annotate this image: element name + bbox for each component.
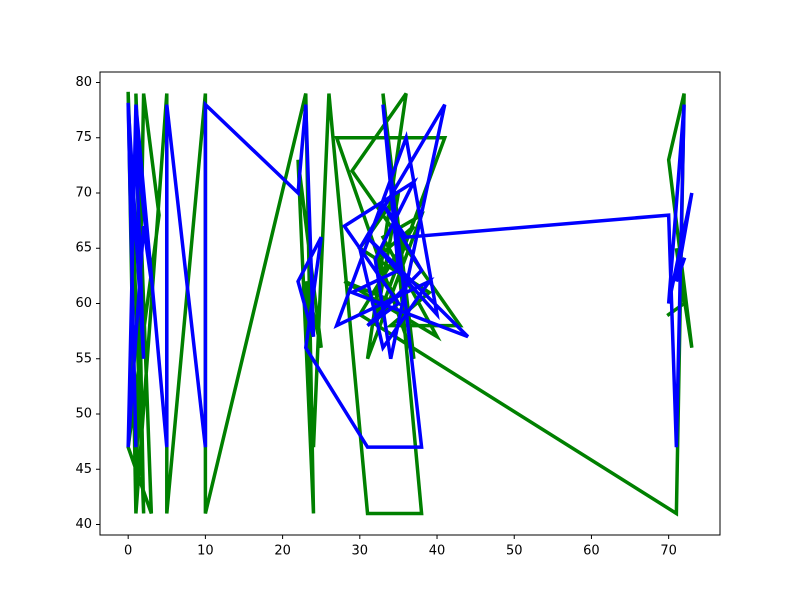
x-tick-label: 0	[124, 544, 132, 559]
y-tick-label: 55	[75, 351, 92, 366]
x-tick-label: 40	[429, 544, 446, 559]
x-tick-label: 60	[583, 544, 600, 559]
x-tick-label: 10	[197, 544, 214, 559]
x-tick-label: 30	[352, 544, 369, 559]
series-line	[126, 100, 694, 449]
y-tick-label: 80	[75, 75, 92, 90]
plot-area	[126, 91, 694, 517]
y-tick-label: 45	[75, 462, 92, 477]
y-tick-label: 65	[75, 241, 92, 256]
x-tick-label: 20	[274, 544, 291, 559]
y-tick-label: 40	[75, 517, 92, 532]
x-tick-label: 70	[660, 544, 677, 559]
y-tick-label: 70	[75, 185, 92, 200]
y-tick-label: 75	[75, 130, 92, 145]
x-tick-label: 50	[506, 544, 523, 559]
y-tick-label: 50	[75, 407, 92, 422]
y-tick-label: 60	[75, 296, 92, 311]
